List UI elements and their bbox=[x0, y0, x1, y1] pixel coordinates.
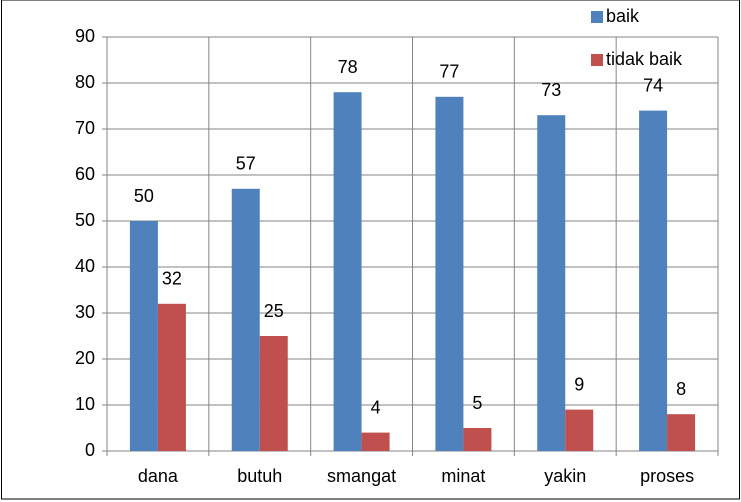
data-label: 78 bbox=[338, 57, 358, 77]
data-label: 32 bbox=[162, 269, 182, 289]
x-tick-label: dana bbox=[138, 466, 179, 486]
y-tick-label: 20 bbox=[75, 348, 95, 368]
legend-label: tidak baik bbox=[606, 49, 683, 69]
y-tick-label: 70 bbox=[75, 118, 95, 138]
bar bbox=[667, 414, 696, 451]
data-label: 50 bbox=[134, 186, 154, 206]
bar bbox=[333, 92, 362, 451]
x-tick-label: smangat bbox=[327, 466, 396, 486]
data-label: 5 bbox=[472, 393, 482, 413]
data-label: 57 bbox=[236, 154, 256, 174]
data-label: 74 bbox=[643, 75, 663, 95]
x-tick-label: yakin bbox=[544, 466, 586, 486]
y-tick-label: 40 bbox=[75, 256, 95, 276]
legend-swatch bbox=[591, 11, 603, 23]
bar bbox=[231, 188, 260, 452]
data-label: 9 bbox=[574, 374, 584, 394]
bar bbox=[565, 409, 594, 451]
bar bbox=[259, 336, 288, 451]
y-tick-label: 90 bbox=[75, 26, 95, 46]
data-label: 25 bbox=[264, 301, 284, 321]
y-tick-label: 60 bbox=[75, 164, 95, 184]
data-label: 8 bbox=[676, 379, 686, 399]
x-tick-label: butuh bbox=[237, 466, 282, 486]
x-tick-label: proses bbox=[640, 466, 694, 486]
data-label: 73 bbox=[541, 80, 561, 100]
legend-swatch bbox=[591, 54, 603, 66]
bar bbox=[463, 428, 492, 451]
bar bbox=[129, 221, 158, 451]
bar bbox=[361, 432, 390, 451]
bar bbox=[537, 115, 566, 451]
bar bbox=[435, 96, 464, 452]
legend-label: baik bbox=[606, 6, 640, 26]
y-tick-label: 10 bbox=[75, 394, 95, 414]
y-tick-label: 80 bbox=[75, 72, 95, 92]
data-label: 4 bbox=[371, 397, 381, 417]
y-tick-label: 50 bbox=[75, 210, 95, 230]
x-tick-label: minat bbox=[441, 466, 485, 486]
data-label: 77 bbox=[439, 62, 459, 82]
y-tick-label: 0 bbox=[85, 440, 95, 460]
y-tick-label: 30 bbox=[75, 302, 95, 322]
bar bbox=[157, 303, 186, 451]
bar bbox=[639, 110, 668, 451]
